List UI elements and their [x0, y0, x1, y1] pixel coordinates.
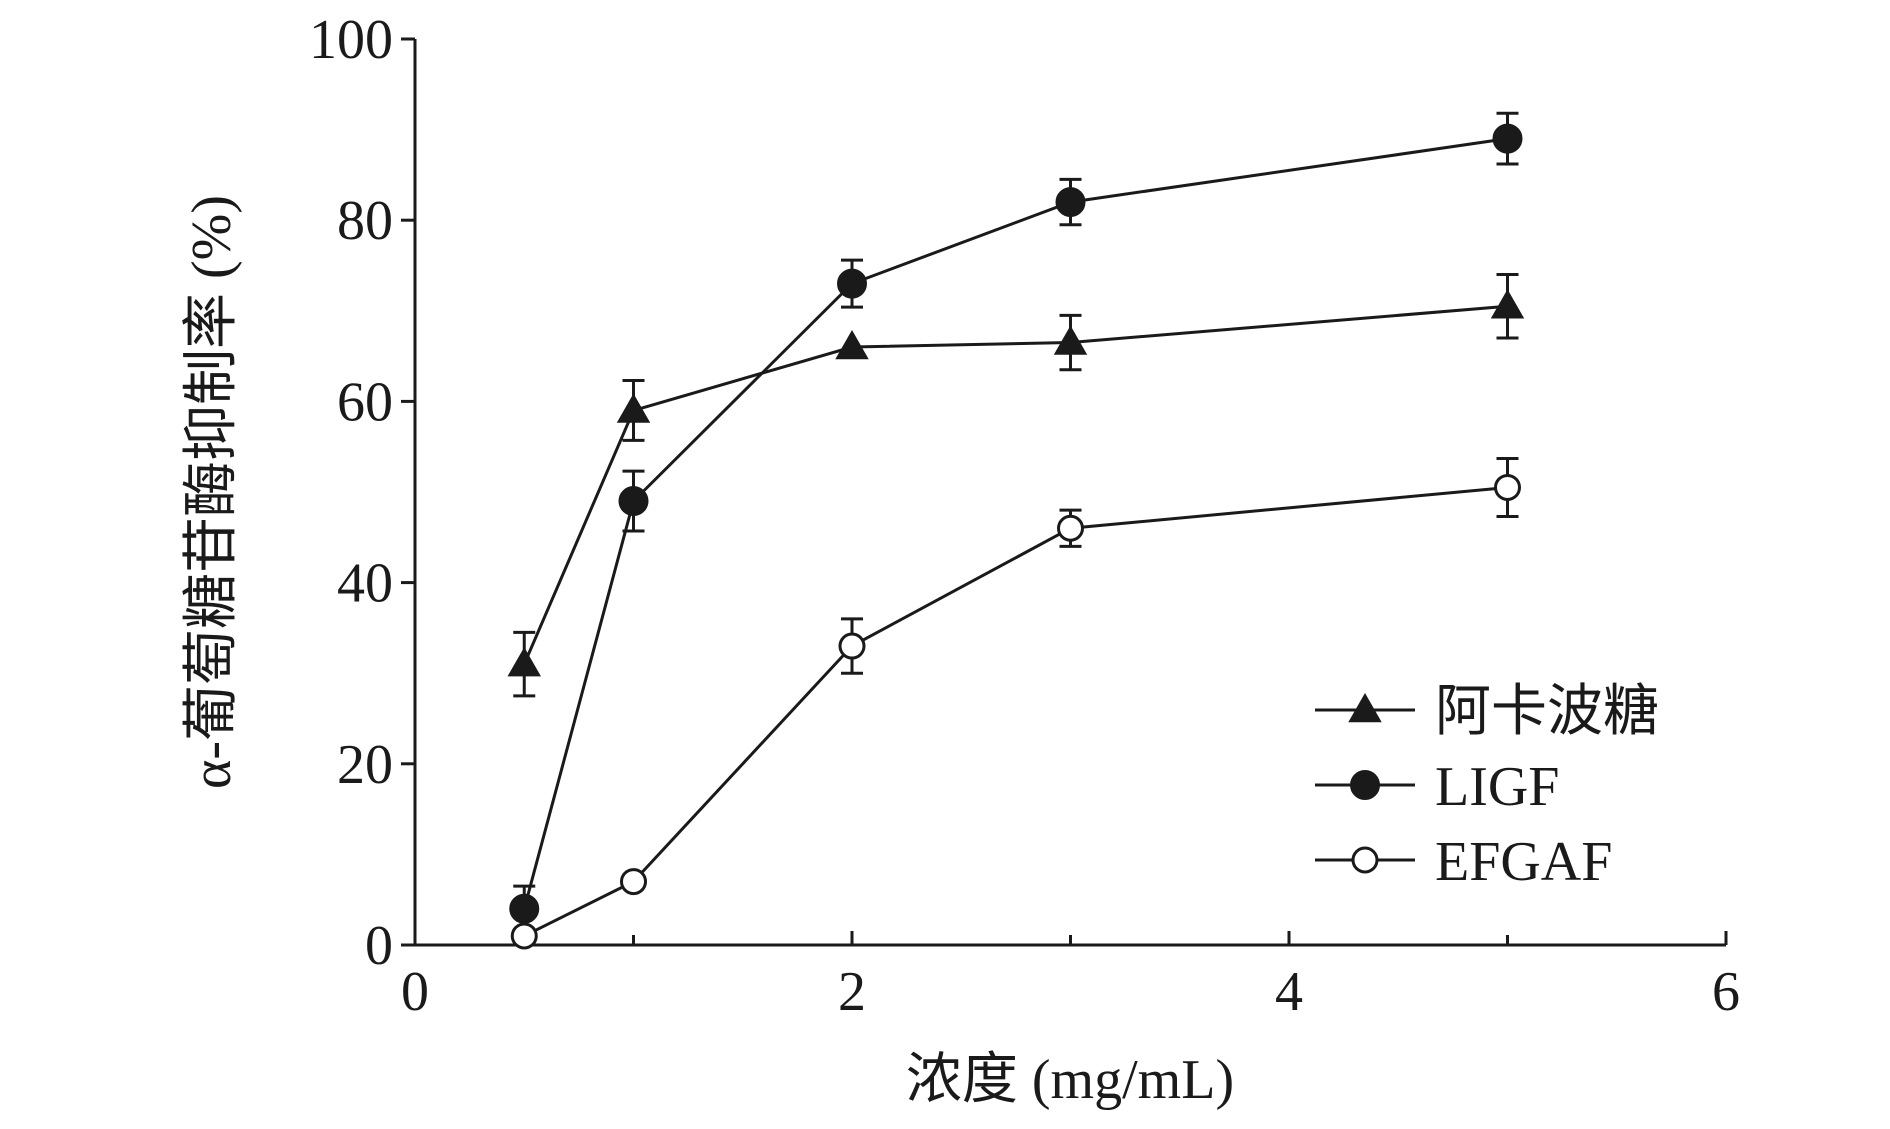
- data-point-open-circle: [1351, 846, 1379, 874]
- data-point-triangle: [507, 647, 541, 677]
- series-line: [522, 304, 1508, 665]
- legend-label: EFGAF: [1435, 831, 1612, 893]
- data-point-open-circle: [620, 868, 647, 896]
- data-point-circle: [1350, 770, 1380, 800]
- series-group: [509, 111, 1523, 933]
- x-tick-label: 2: [838, 961, 866, 1023]
- data-point-circle: [837, 268, 867, 299]
- y-tick-label: 40: [337, 553, 393, 615]
- y-tick-label: 0: [365, 915, 393, 977]
- data-point-triangle: [835, 330, 869, 360]
- legend: 阿卡波糖 LIGF EFGAF: [1315, 681, 1659, 893]
- data-point-open-circle: [1057, 514, 1084, 542]
- y-axis-title: α-葡萄糖苷酶抑制率 (%): [181, 195, 243, 789]
- data-point-circle: [618, 486, 649, 517]
- data-point-triangle: [1490, 289, 1525, 319]
- x-tick-label: 0: [401, 961, 429, 1023]
- data-point-triangle: [1348, 692, 1382, 723]
- data-point-open-circle: [1494, 473, 1521, 501]
- legend-label: LIGF: [1435, 756, 1559, 818]
- series-layer: [507, 111, 1525, 950]
- x-tick-label: 4: [1275, 961, 1303, 1023]
- data-point-circle: [509, 893, 540, 924]
- series-group: [507, 273, 1525, 698]
- data-point-triangle: [1053, 325, 1088, 355]
- legend-label: 阿卡波糖: [1435, 681, 1659, 743]
- y-tick-label: 20: [337, 734, 393, 796]
- data-point-circle: [1055, 187, 1086, 218]
- x-axis-title: 浓度 (mg/mL): [906, 1049, 1234, 1111]
- y-tick-label: 100: [309, 9, 393, 71]
- data-point-triangle: [616, 393, 651, 423]
- data-point-circle: [1492, 123, 1523, 154]
- x-tick-label: 6: [1712, 961, 1740, 1023]
- y-tick-label: 60: [337, 371, 393, 433]
- y-tick-label: 80: [337, 190, 393, 252]
- series-group: [510, 456, 1521, 950]
- data-point-open-circle: [510, 922, 538, 950]
- data-point-open-circle: [838, 632, 866, 660]
